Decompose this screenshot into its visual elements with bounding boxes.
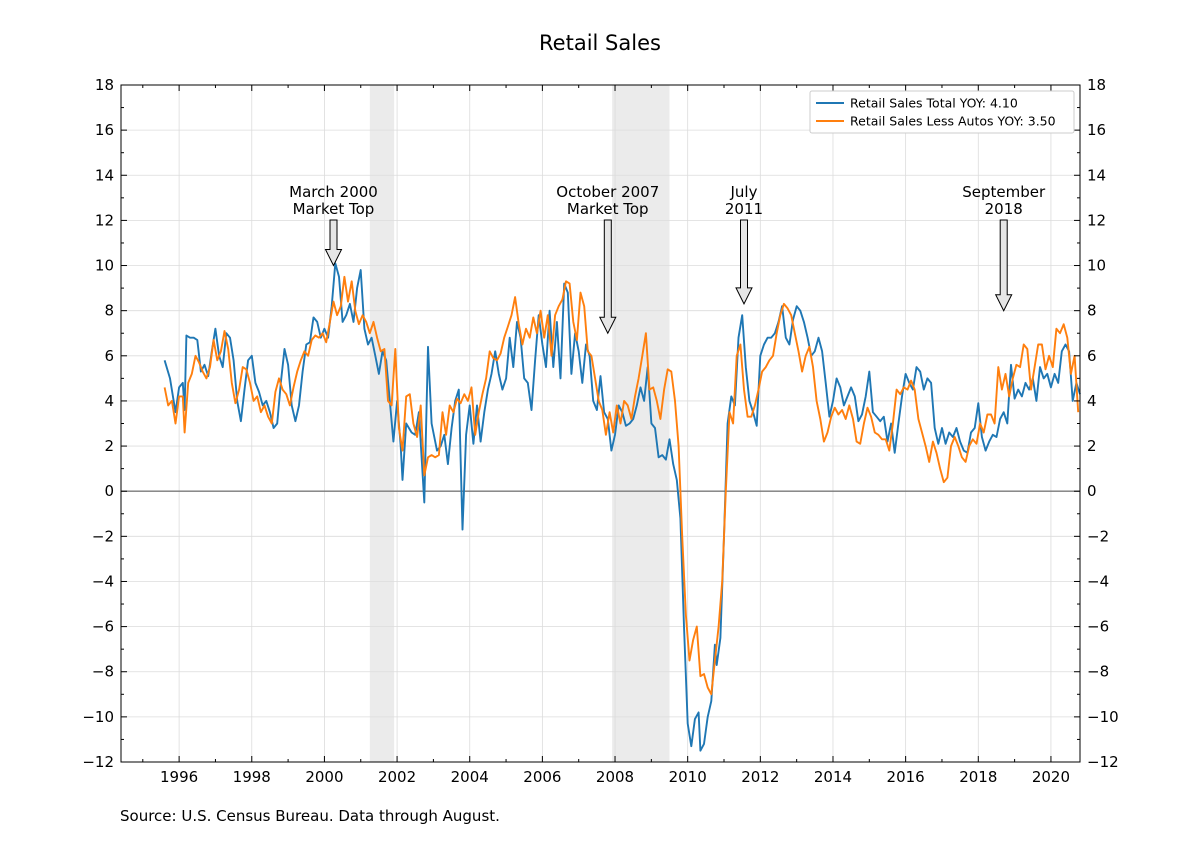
- legend: Retail Sales Total YOY: 4.10 Retail Sale…: [809, 90, 1075, 134]
- y-tick-label-right-4: −4: [1087, 572, 1109, 590]
- y-tick-label-left-11: 10: [95, 257, 114, 275]
- y-tick-label-left-5: −2: [92, 527, 114, 545]
- y-tick-label-left-0: −12: [82, 753, 114, 771]
- annotation-label-3-1: 2018: [985, 200, 1023, 218]
- y-axis-right: −12 −10 −8 −6 −4 −2 0 2 4 6 8 10 12 14 16 18: [1074, 76, 1119, 771]
- x-axis: 1996 1998 2000 2002 2004 2006 2008 2010 2012 2014…: [142, 85, 1070, 786]
- x-tick-label-2: 2000: [305, 768, 343, 786]
- legend-label-total: Retail Sales Total YOY: 4.10: [850, 96, 1018, 111]
- y-tick-label-left-13: 14: [95, 166, 114, 184]
- y-tick-label-right-7: 2: [1087, 437, 1097, 455]
- y-tick-label-left-10: 8: [104, 302, 114, 320]
- y-tick-label-right-14: 16: [1087, 121, 1106, 139]
- y-tick-label-right-5: −2: [1087, 527, 1109, 545]
- recession-shading: [369, 85, 670, 762]
- legend-box: [809, 90, 1075, 134]
- y-tick-label-left-4: −4: [92, 572, 114, 590]
- y-tick-label-right-10: 8: [1087, 302, 1097, 320]
- chart-title: Retail Sales: [539, 31, 661, 55]
- series-line-0: [163, 262, 1081, 752]
- annotation-label-3-0: September: [962, 183, 1046, 201]
- x-tick-label-1: 1998: [233, 768, 271, 786]
- y-tick-label-left-8: 4: [104, 392, 114, 410]
- recession-band-1: [612, 85, 670, 762]
- x-tick-label-6: 2008: [596, 768, 634, 786]
- series-lines: [163, 262, 1081, 752]
- x-tick-label-3: 2002: [378, 768, 416, 786]
- y-tick-label-right-2: −8: [1087, 663, 1109, 681]
- annotation-arrow-0: [324, 219, 343, 267]
- x-tick-label-9: 2014: [814, 768, 852, 786]
- source-note: Source: U.S. Census Bureau. Data through…: [120, 807, 500, 825]
- y-tick-label-left-9: 6: [104, 347, 114, 365]
- legend-label-less-autos: Retail Sales Less Autos YOY: 3.50: [850, 114, 1056, 129]
- y-axis-left: −12 −10 −8 −6 −4 −2 0 2 4 6 8 10 12 14 16 18: [82, 76, 127, 771]
- y-tick-label-left-6: 0: [104, 482, 114, 500]
- y-tick-label-right-0: −12: [1087, 753, 1119, 771]
- y-tick-label-left-2: −8: [92, 663, 114, 681]
- y-tick-label-right-13: 14: [1087, 166, 1106, 184]
- annotation-label-2-0: July: [729, 183, 757, 201]
- x-tick-label-5: 2006: [523, 768, 561, 786]
- annotation-arrow-1: [598, 219, 617, 335]
- y-tick-label-right-9: 6: [1087, 347, 1097, 365]
- y-tick-label-right-8: 4: [1087, 392, 1097, 410]
- x-tick-label-4: 2004: [451, 768, 489, 786]
- series-line-1: [163, 275, 1080, 696]
- y-tick-label-right-1: −10: [1087, 708, 1119, 726]
- y-tick-label-left-7: 2: [104, 437, 114, 455]
- y-tick-label-right-15: 18: [1087, 76, 1106, 94]
- annotation-label-0-0: March 2000: [289, 183, 378, 201]
- y-tick-label-right-6: 0: [1087, 482, 1097, 500]
- annotation-arrow-3: [994, 219, 1013, 312]
- x-tick-label-11: 2018: [959, 768, 997, 786]
- annotation-arrow-2: [735, 219, 753, 306]
- x-tick-label-8: 2012: [741, 768, 779, 786]
- annotation-label-2-1: 2011: [725, 200, 763, 218]
- annotation-label-1-1: Market Top: [567, 200, 649, 218]
- annotation-label-1-0: October 2007: [556, 183, 659, 201]
- annotation-label-0-1: Market Top: [293, 200, 375, 218]
- recession-band-0: [369, 85, 395, 762]
- x-tick-label-7: 2010: [669, 768, 707, 786]
- x-tick-label-10: 2016: [887, 768, 925, 786]
- x-tick-label-12: 2020: [1032, 768, 1070, 786]
- y-tick-label-left-1: −10: [82, 708, 114, 726]
- x-tick-label-0: 1996: [160, 768, 198, 786]
- y-tick-label-left-14: 16: [95, 121, 114, 139]
- y-tick-label-right-12: 12: [1087, 211, 1106, 229]
- y-tick-label-left-3: −6: [92, 618, 114, 636]
- y-tick-label-right-3: −6: [1087, 618, 1109, 636]
- y-tick-label-right-11: 10: [1087, 257, 1106, 275]
- y-tick-label-left-12: 12: [95, 211, 114, 229]
- y-tick-label-left-15: 18: [95, 76, 114, 94]
